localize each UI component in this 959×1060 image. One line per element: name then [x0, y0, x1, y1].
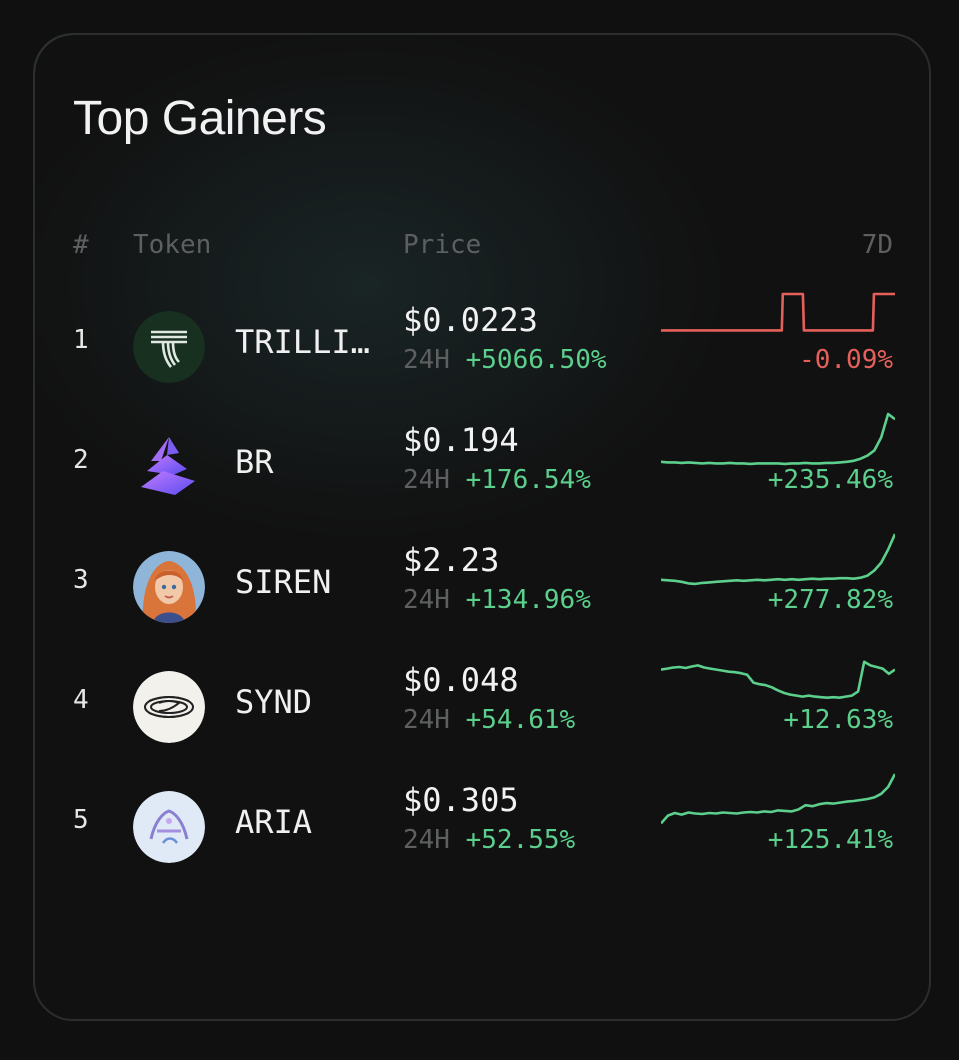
token-price: $0.048	[403, 661, 519, 699]
change-24h: 24H +134.96%	[403, 585, 591, 615]
card-title: Top Gainers	[73, 92, 327, 145]
change-7d: -0.09%	[799, 345, 893, 375]
token-row[interactable]: 5 ARIA $0.305 24H +52.55% +125.41%	[35, 771, 929, 871]
change-24h-label: 24H	[403, 585, 450, 615]
sparkline-path	[661, 660, 895, 699]
token-row[interactable]: 4 SYND $0.048 24H +54.61% +12.63%	[35, 651, 929, 751]
rank: 4	[73, 685, 89, 715]
change-24h-value: +134.96%	[465, 585, 591, 615]
sparkline-7d	[661, 773, 895, 825]
change-7d: +12.63%	[783, 705, 893, 735]
sparkline-path	[661, 533, 895, 586]
rank: 3	[73, 565, 89, 595]
token-row[interactable]: 1 TRILLI… $0.0223 24H +5066.50% -0.09%	[35, 291, 929, 391]
token-row[interactable]: 2 BR $0.194 24H +176.54% +235.46%	[35, 411, 929, 511]
sparkline-path	[661, 412, 895, 466]
sparkline-path	[661, 773, 895, 825]
top-gainers-card: Top Gainers # Token Price 7D 1 TRILLI… $…	[33, 33, 931, 1021]
sparkline-7d	[661, 660, 895, 699]
rank: 1	[73, 325, 89, 355]
rank: 5	[73, 805, 89, 835]
sparkline-7d	[661, 292, 895, 332]
change-24h: 24H +52.55%	[403, 825, 575, 855]
change-7d: +277.82%	[767, 585, 893, 615]
syndicate-logo-icon	[133, 671, 205, 743]
token-symbol: SIREN	[235, 563, 332, 601]
token-symbol: BR	[235, 443, 274, 481]
sparkline-7d	[661, 533, 895, 586]
aria-avatar-icon	[133, 791, 205, 863]
column-header-rank: #	[73, 230, 89, 260]
change-24h-value: +52.55%	[465, 825, 576, 855]
column-header-price: Price	[403, 230, 482, 260]
change-24h-value: +5066.50%	[465, 345, 607, 375]
change-24h: 24H +176.54%	[403, 465, 591, 495]
token-symbol: SYND	[235, 683, 313, 721]
token-symbol: TRILLI…	[235, 323, 370, 361]
change-24h-label: 24H	[403, 825, 450, 855]
change-24h-label: 24H	[403, 705, 450, 735]
change-7d: +125.41%	[767, 825, 893, 855]
bedrock-logo-icon	[133, 431, 205, 503]
change-24h-value: +176.54%	[465, 465, 591, 495]
change-24h-value: +54.61%	[465, 705, 576, 735]
column-header-token: Token	[133, 230, 212, 260]
token-row[interactable]: 3 SIREN $2.23 24H +134.96% +277.82%	[35, 531, 929, 631]
change-24h: 24H +54.61%	[403, 705, 575, 735]
change-24h-label: 24H	[403, 465, 450, 495]
sparkline-7d	[661, 412, 895, 466]
token-price: $0.305	[403, 781, 519, 819]
token-price: $0.194	[403, 421, 519, 459]
siren-avatar-icon	[133, 551, 205, 623]
trillions-logo-icon	[133, 311, 205, 383]
token-price: $0.0223	[403, 301, 538, 339]
change-24h: 24H +5066.50%	[403, 345, 607, 375]
sparkline-path	[661, 292, 895, 332]
change-7d: +235.46%	[767, 465, 893, 495]
change-24h-label: 24H	[403, 345, 450, 375]
token-symbol: ARIA	[235, 803, 313, 841]
token-price: $2.23	[403, 541, 500, 579]
column-header-7d: 7D	[861, 230, 893, 260]
rank: 2	[73, 445, 89, 475]
